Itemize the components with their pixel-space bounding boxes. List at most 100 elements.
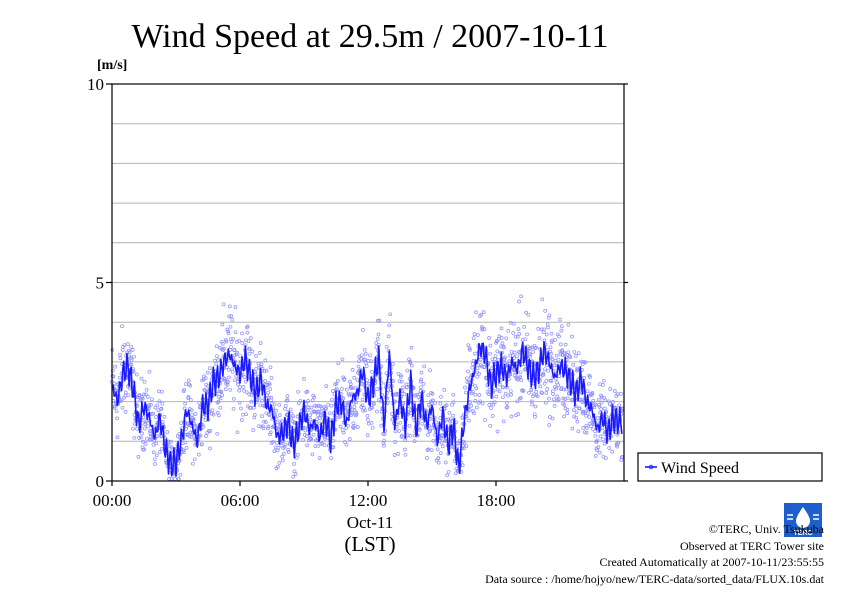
scatter-point [377, 318, 382, 323]
scatter-point [114, 409, 119, 414]
scatter-point [607, 446, 612, 450]
scatter-point [511, 331, 516, 335]
scatter-point [539, 327, 544, 332]
scatter-point [316, 443, 321, 448]
scatter-point [130, 348, 135, 352]
scatter-point [531, 394, 535, 399]
scatter-point [204, 382, 209, 387]
scatter-point [527, 390, 531, 395]
scatter-point [152, 457, 157, 462]
scatter-point [556, 357, 561, 362]
scatter-point [612, 389, 617, 393]
scatter-point [379, 423, 384, 428]
scatter-point [306, 399, 310, 403]
scatter-point [159, 407, 163, 412]
scatter-point [575, 368, 579, 373]
scatter-point [419, 385, 423, 390]
scatter-point [249, 399, 254, 404]
scatter-point [534, 345, 538, 350]
scatter-point [513, 342, 518, 347]
observed-site-text: Observed at TERC Tower site [679, 538, 824, 553]
scatter-point [343, 440, 347, 444]
scatter-point [577, 406, 582, 411]
scatter-point [442, 388, 447, 392]
scatter-point [574, 354, 578, 358]
scatter-point [581, 360, 586, 364]
scatter-point [231, 336, 235, 341]
scatter-point [183, 401, 188, 406]
chart-title: Wind Speed at 29.5m / 2007-10-11 [131, 18, 608, 55]
scatter-point [141, 415, 146, 420]
scatter-point [244, 390, 249, 395]
scatter-point [112, 381, 117, 386]
scatter-point [598, 434, 603, 439]
scatter-point [245, 324, 250, 329]
scatter-point [357, 359, 361, 364]
scatter-point [350, 368, 355, 372]
scatter-point [228, 387, 233, 392]
scatter-point [468, 348, 472, 352]
scatter-point [276, 446, 281, 450]
scatter-point [531, 350, 535, 354]
scatter-point [559, 324, 564, 329]
scatter-point [419, 377, 424, 382]
scatter-point [610, 449, 615, 454]
scatter-point [472, 332, 477, 336]
scatter-point [563, 342, 568, 347]
scatter-point [232, 396, 236, 401]
scatter-point [147, 369, 152, 374]
scatter-point [585, 389, 590, 394]
scatter-point [266, 390, 271, 395]
scatter-point [186, 394, 191, 399]
scatter-point [553, 338, 557, 342]
scatter-point [472, 351, 477, 356]
scatter-point [409, 363, 414, 368]
scatter-point [217, 389, 222, 394]
scatter-point [342, 376, 347, 381]
scatter-point [340, 357, 345, 362]
scatter-point [155, 403, 160, 408]
scatter-point [275, 423, 280, 427]
scatter-point [608, 387, 613, 391]
scatter-point [487, 403, 492, 407]
scatter-point [229, 345, 233, 349]
scatter-point [509, 392, 513, 397]
scatter-point [142, 426, 147, 431]
scatter-point [526, 312, 531, 317]
scatter-point [480, 401, 485, 406]
scatter-point [169, 439, 173, 444]
scatter-point [220, 393, 224, 398]
scatter-point [546, 368, 551, 373]
scatter-point [356, 364, 361, 369]
scatter-point [439, 394, 443, 399]
scatter-point [267, 382, 272, 387]
scatter-point [511, 321, 516, 326]
scatter-point [144, 436, 149, 441]
scatter-point [173, 477, 177, 481]
scatter-point [563, 352, 567, 357]
scatter-point [154, 441, 159, 446]
scatter-point [184, 382, 188, 386]
scatter-point [272, 449, 277, 454]
scatter-point [288, 407, 293, 412]
scatter-point [521, 388, 526, 393]
scatter-point [517, 332, 522, 336]
scatter-point [500, 341, 505, 346]
scatter-point [233, 305, 238, 309]
scatter-point [464, 390, 468, 395]
scatter-point [344, 426, 349, 430]
scatter-point [515, 354, 519, 359]
scatter-point [460, 463, 465, 468]
scatter-point [382, 432, 387, 436]
scatter-point [215, 431, 220, 436]
y-axis: 0 5 10 [87, 75, 628, 491]
scatter-point [481, 310, 486, 314]
scatter-point [550, 357, 555, 361]
scatter-point [139, 397, 144, 401]
scatter-point [193, 412, 198, 416]
scatter-point [549, 351, 553, 356]
scatter-point [600, 426, 605, 430]
scatter-point [277, 413, 282, 417]
scatter-point [310, 452, 315, 457]
